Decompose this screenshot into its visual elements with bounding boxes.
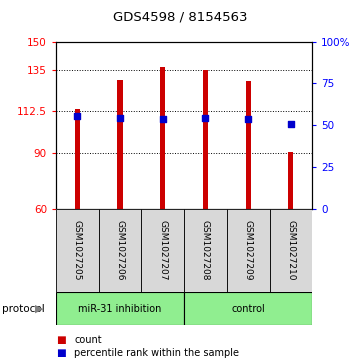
Text: GSM1027209: GSM1027209: [244, 220, 253, 281]
Bar: [203, 70, 208, 209]
Bar: [117, 80, 123, 209]
Text: GSM1027206: GSM1027206: [116, 220, 125, 281]
Text: GDS4598 / 8154563: GDS4598 / 8154563: [113, 11, 248, 24]
Text: GSM1027210: GSM1027210: [286, 220, 295, 281]
Bar: [56, 292, 184, 325]
Point: [74, 113, 80, 119]
Bar: [227, 209, 270, 292]
Text: miR-31 inhibition: miR-31 inhibition: [78, 303, 162, 314]
Text: control: control: [231, 303, 265, 314]
Point: [203, 115, 208, 121]
Text: ■: ■: [56, 348, 66, 358]
Bar: [160, 67, 165, 209]
Text: ■: ■: [56, 335, 66, 346]
Point: [288, 122, 294, 127]
Bar: [184, 292, 312, 325]
Point: [160, 117, 166, 122]
Text: protocol: protocol: [2, 303, 44, 314]
Text: count: count: [74, 335, 102, 346]
Bar: [75, 110, 80, 209]
Bar: [184, 209, 227, 292]
Bar: [56, 209, 99, 292]
Bar: [99, 209, 142, 292]
Text: GSM1027205: GSM1027205: [73, 220, 82, 281]
Point: [117, 115, 123, 121]
Bar: [142, 209, 184, 292]
Bar: [288, 152, 293, 209]
Text: percentile rank within the sample: percentile rank within the sample: [74, 348, 239, 358]
Bar: [245, 81, 251, 209]
Bar: [270, 209, 312, 292]
Text: ▶: ▶: [35, 303, 44, 314]
Text: GSM1027207: GSM1027207: [158, 220, 167, 281]
Point: [245, 117, 251, 122]
Text: GSM1027208: GSM1027208: [201, 220, 210, 281]
